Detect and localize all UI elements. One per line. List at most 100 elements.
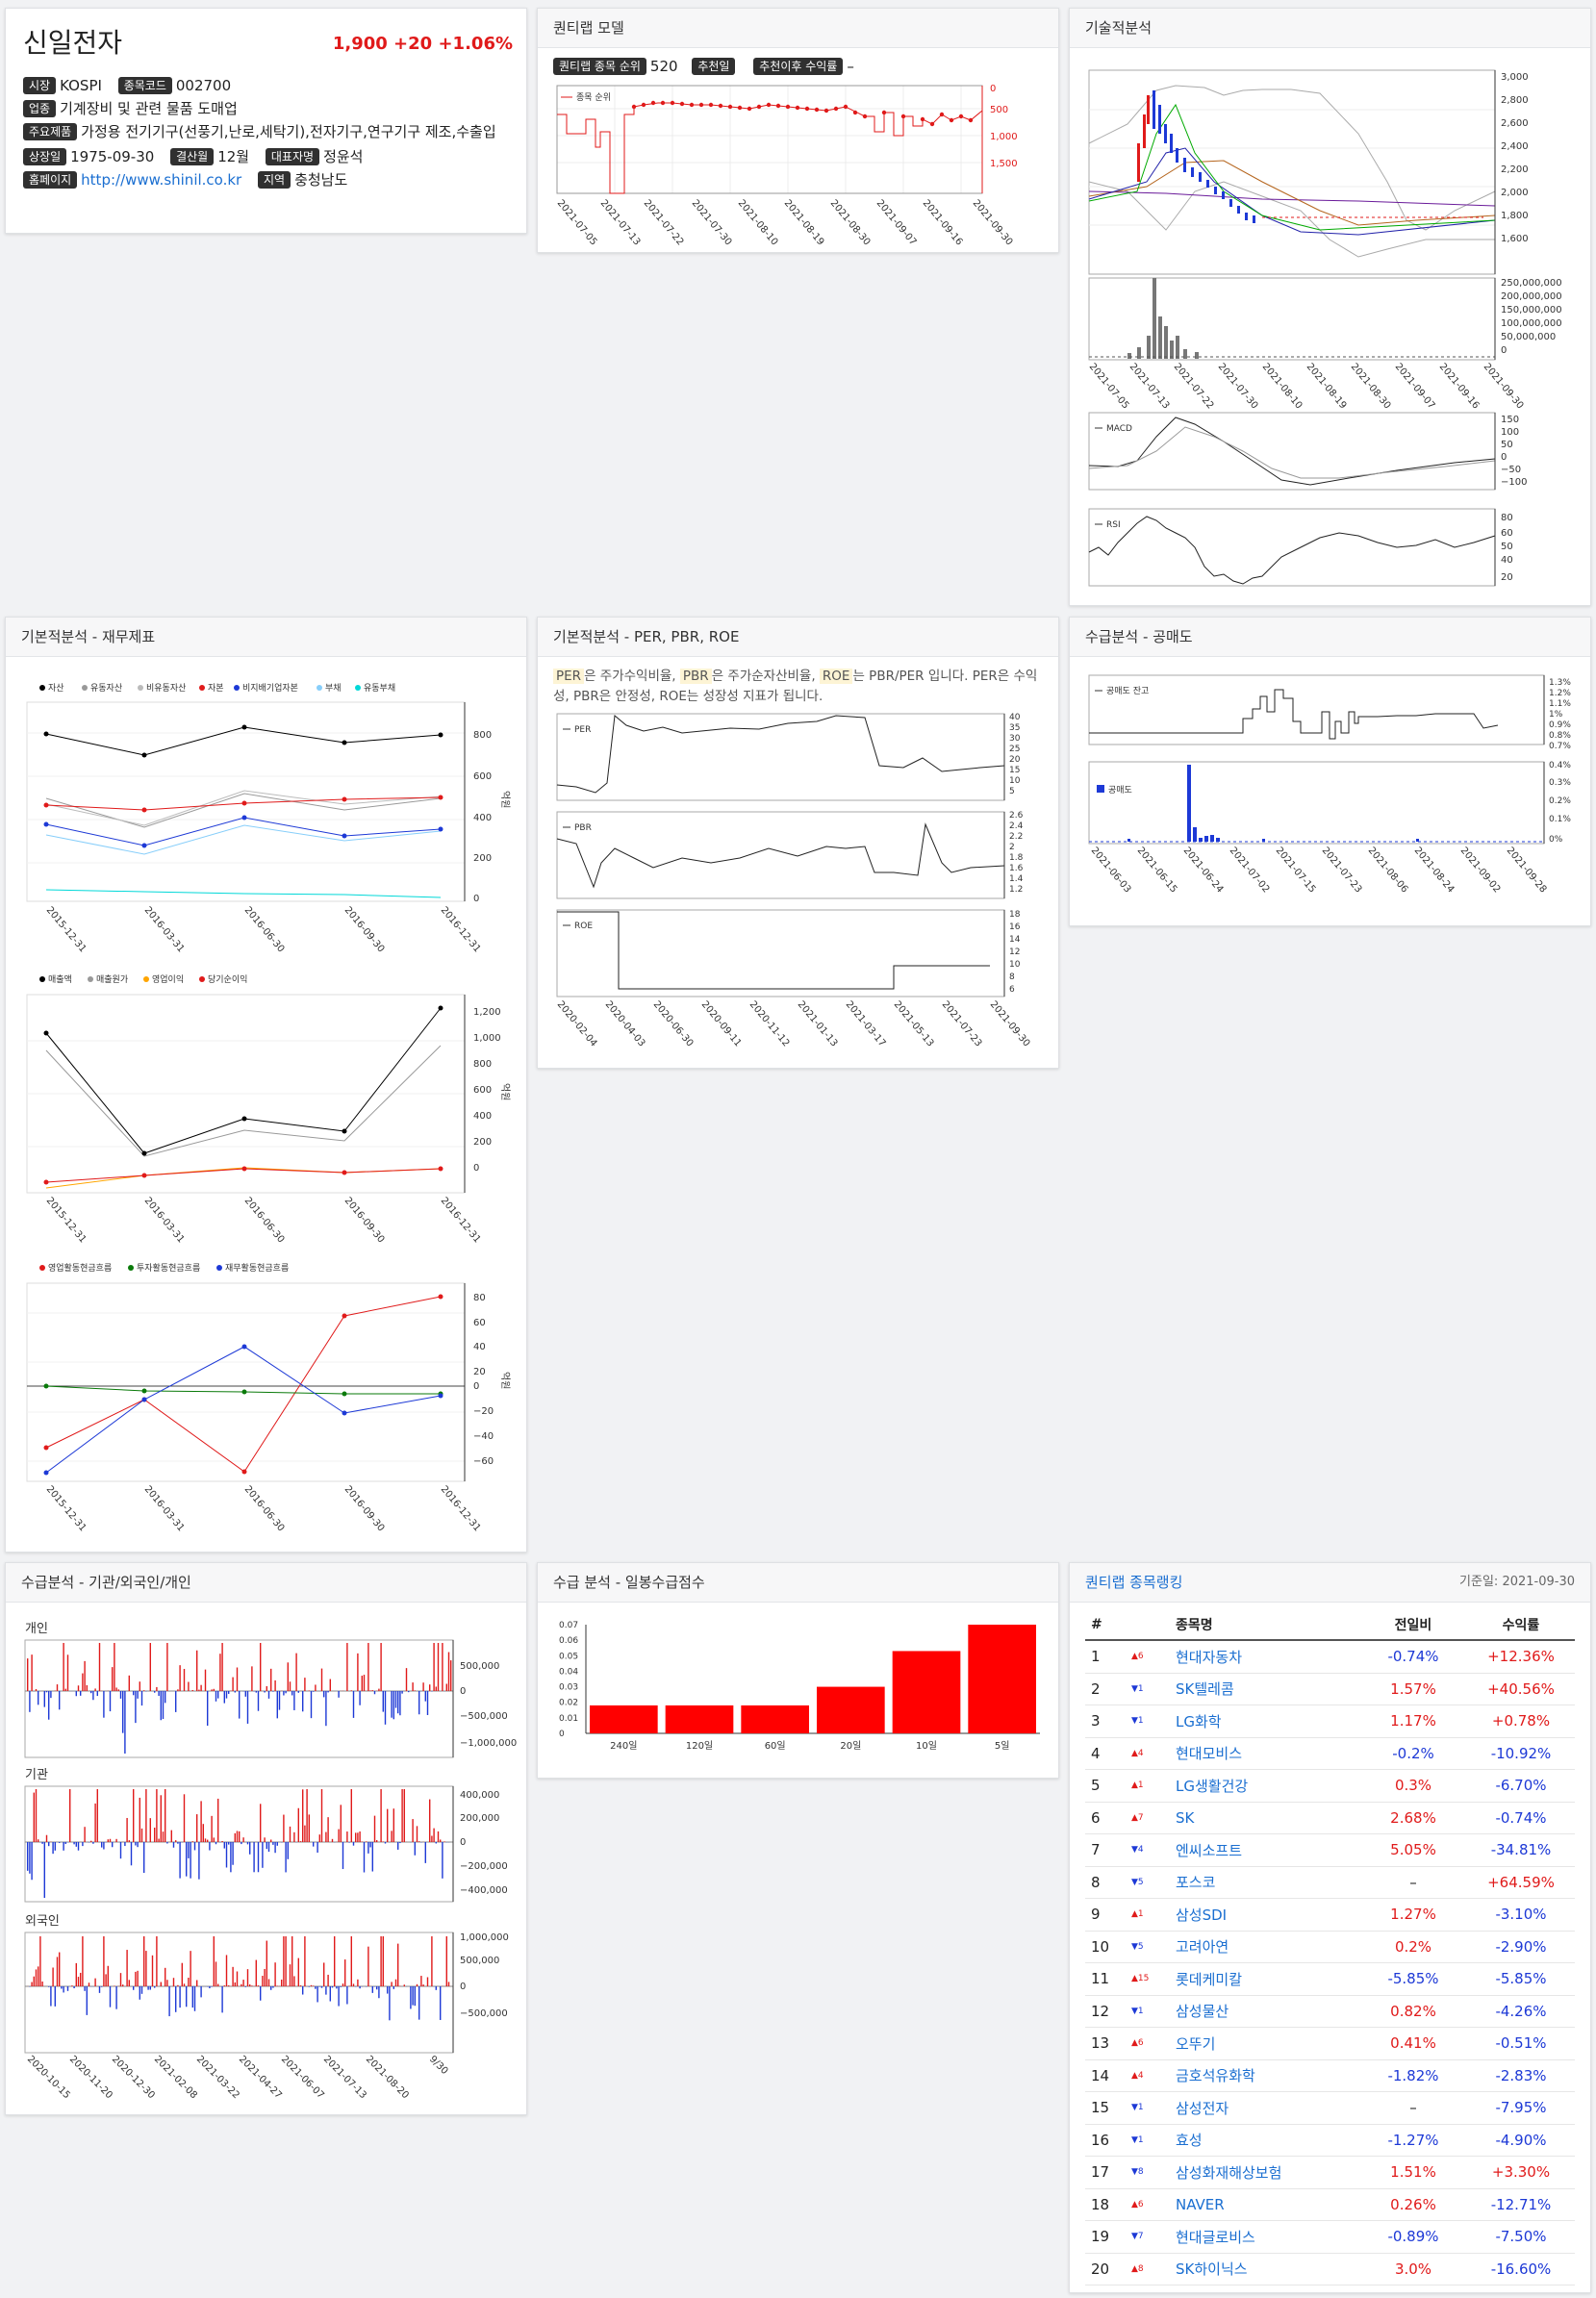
stock-link[interactable]: 롯데케미칼 [1176, 1970, 1243, 1988]
stock-link[interactable]: 현대모비스 [1176, 1745, 1243, 1763]
personal-label: 개인 [25, 1622, 48, 1636]
flow-bar [217, 1691, 219, 1699]
stock-link[interactable]: 삼성화재해상보험 [1176, 2163, 1282, 2182]
flow-bar [447, 1652, 450, 1691]
roe-tick: 8 [1009, 972, 1015, 982]
is-xtick: 2016-12-31 [439, 1196, 483, 1246]
flow-bar [287, 1662, 289, 1691]
flow-bar [380, 1789, 382, 1842]
table-row[interactable]: 18 ▲6 NAVER 0.26% -12.71% [1085, 2188, 1575, 2221]
flow-bar [232, 1966, 234, 1986]
table-row[interactable]: 2 ▼1 SK텔레콤 1.57% +40.56% [1085, 1673, 1575, 1705]
cf-unit: 억원 [499, 1372, 511, 1389]
ranking-card: 퀀티랩 종목랭킹 기준일: 2021-09-30 # 종목명 전일비 수익률 1… [1069, 1562, 1591, 2293]
flow-bar [228, 1985, 230, 1986]
stock-link[interactable]: 효성 [1176, 2132, 1203, 2150]
flow-bar [228, 1842, 230, 1845]
table-row[interactable]: 9 ▲1 삼성SDI 1.27% -3.10% [1085, 1898, 1575, 1932]
is-ytick: 400 [473, 1111, 492, 1122]
table-row[interactable]: 11 ▲15 롯데케미칼 -5.85% -5.85% [1085, 1962, 1575, 1996]
flow-bar [399, 1842, 401, 1844]
personal-tick: 500,000 [460, 1661, 499, 1672]
rank-change: -0.89% [1359, 2220, 1467, 2254]
table-row[interactable]: 6 ▲7 SK 2.68% -0.74% [1085, 1802, 1575, 1834]
stock-link[interactable]: 고려아연 [1176, 1938, 1229, 1957]
flow-bar [435, 1842, 437, 1844]
flow-bar [348, 1842, 350, 1843]
table-row[interactable]: 12 ▼1 삼성물산 0.82% -4.26% [1085, 1995, 1575, 2028]
table-row[interactable]: 13 ▲6 오뚜기 0.41% -0.51% [1085, 2027, 1575, 2060]
flow-bar [225, 1691, 228, 1699]
flow-bar [149, 1986, 151, 1990]
stock-link[interactable]: LG생활건강 [1176, 1777, 1249, 1795]
rank-move: ▼1 [1126, 2091, 1170, 2125]
quantip-legend: 종목 순위 [576, 92, 611, 103]
flow-bar [236, 1971, 239, 1986]
rsi-label: RSI [1106, 520, 1121, 530]
legend-cogs: 매출원가 [96, 974, 128, 985]
price-tick: 2,400 [1501, 141, 1529, 152]
table-row[interactable]: 16 ▼1 효성 -1.27% -4.90% [1085, 2124, 1575, 2157]
flow-title: 수급분석 - 기관/외국인/개인 [6, 1563, 526, 1603]
flow-bar [45, 1691, 48, 1693]
table-row[interactable]: 19 ▼7 현대글로비스 -0.89% -7.50% [1085, 2220, 1575, 2254]
flow-bar [92, 1691, 94, 1701]
table-row[interactable]: 14 ▲4 금호석유화학 -1.82% -2.83% [1085, 2059, 1575, 2092]
flow-bar [416, 1983, 418, 1986]
table-row[interactable]: 15 ▼1 삼성전자 – -7.95% [1085, 2091, 1575, 2125]
stock-link[interactable]: 현대글로비스 [1176, 2228, 1255, 2246]
rank-return: -2.83% [1467, 2059, 1575, 2092]
flow-bar [52, 1967, 54, 1986]
homepage-link[interactable]: http://www.shinil.co.kr [81, 171, 242, 189]
per-xtick: 2020-04-03 [603, 999, 647, 1049]
flow-bar [202, 1824, 204, 1842]
svol-tick: 0.4% [1549, 761, 1571, 770]
table-row[interactable]: 7 ▼4 엔씨소프트 5.05% -34.81% [1085, 1833, 1575, 1867]
flow-bar [200, 1801, 202, 1842]
flow-bar [418, 1691, 420, 1715]
flow-bar [350, 1936, 352, 1986]
stock-link[interactable]: 삼성물산 [1176, 2003, 1229, 2021]
rank-return: -4.26% [1467, 1995, 1575, 2028]
flow-bar [175, 1691, 177, 1712]
flow-bar [156, 1789, 158, 1842]
bal-tick: 0.8% [1549, 731, 1571, 741]
rank-change: 0.41% [1359, 2027, 1467, 2060]
flow-bar [371, 1690, 373, 1691]
flow-bar [198, 1689, 200, 1691]
flow-bar [188, 1681, 190, 1691]
flow-bar [29, 1842, 31, 1874]
flow-bar [412, 1819, 414, 1842]
stock-link[interactable]: 포스코 [1176, 1874, 1216, 1892]
table-row[interactable]: 5 ▲1 LG생활건강 0.3% -6.70% [1085, 1769, 1575, 1803]
stock-link[interactable]: SK텔레콤 [1176, 1680, 1234, 1699]
table-row[interactable]: 3 ▼1 LG화학 1.17% +0.78% [1085, 1705, 1575, 1738]
table-row[interactable]: 10 ▼5 고려아연 0.2% -2.90% [1085, 1931, 1575, 1963]
flow-bar [414, 1842, 416, 1856]
rank-return: -16.60% [1467, 2253, 1575, 2285]
table-row[interactable]: 20 ▲8 SK하이닉스 3.0% -16.60% [1085, 2253, 1575, 2285]
stock-link[interactable]: 삼성전자 [1176, 2099, 1229, 2117]
stock-link[interactable]: SK [1176, 1808, 1195, 1827]
flow-bar [276, 1985, 278, 1986]
table-row[interactable]: 17 ▼8 삼성화재해상보험 1.51% +3.30% [1085, 2156, 1575, 2189]
stock-link[interactable]: SK하이닉스 [1176, 2260, 1248, 2279]
stock-link[interactable]: 오뚜기 [1176, 2034, 1216, 2053]
stock-link[interactable]: NAVER [1176, 2195, 1225, 2213]
flow-bar [140, 1986, 143, 1994]
flow-bar [363, 1842, 366, 1873]
table-row[interactable]: 8 ▼5 포스코 – +64.59% [1085, 1866, 1575, 1899]
stock-link[interactable]: 엔씨소프트 [1176, 1841, 1243, 1859]
stock-link[interactable]: 현대자동차 [1176, 1648, 1243, 1666]
stock-link[interactable]: 삼성SDI [1176, 1906, 1228, 1924]
flow-bar [86, 1684, 88, 1691]
candles [1137, 90, 1255, 223]
table-row[interactable]: 1 ▲6 현대자동차 -0.74% +12.36% [1085, 1640, 1575, 1674]
flow-bar [329, 1679, 331, 1691]
flow-bar [361, 1841, 363, 1842]
table-row[interactable]: 4 ▲4 현대모비스 -0.2% -10.92% [1085, 1737, 1575, 1770]
flow-bar [183, 1669, 186, 1691]
stock-link[interactable]: 금호석유화학 [1176, 2067, 1255, 2085]
stock-link[interactable]: LG화학 [1176, 1712, 1222, 1730]
flow-bar [48, 1842, 50, 1847]
